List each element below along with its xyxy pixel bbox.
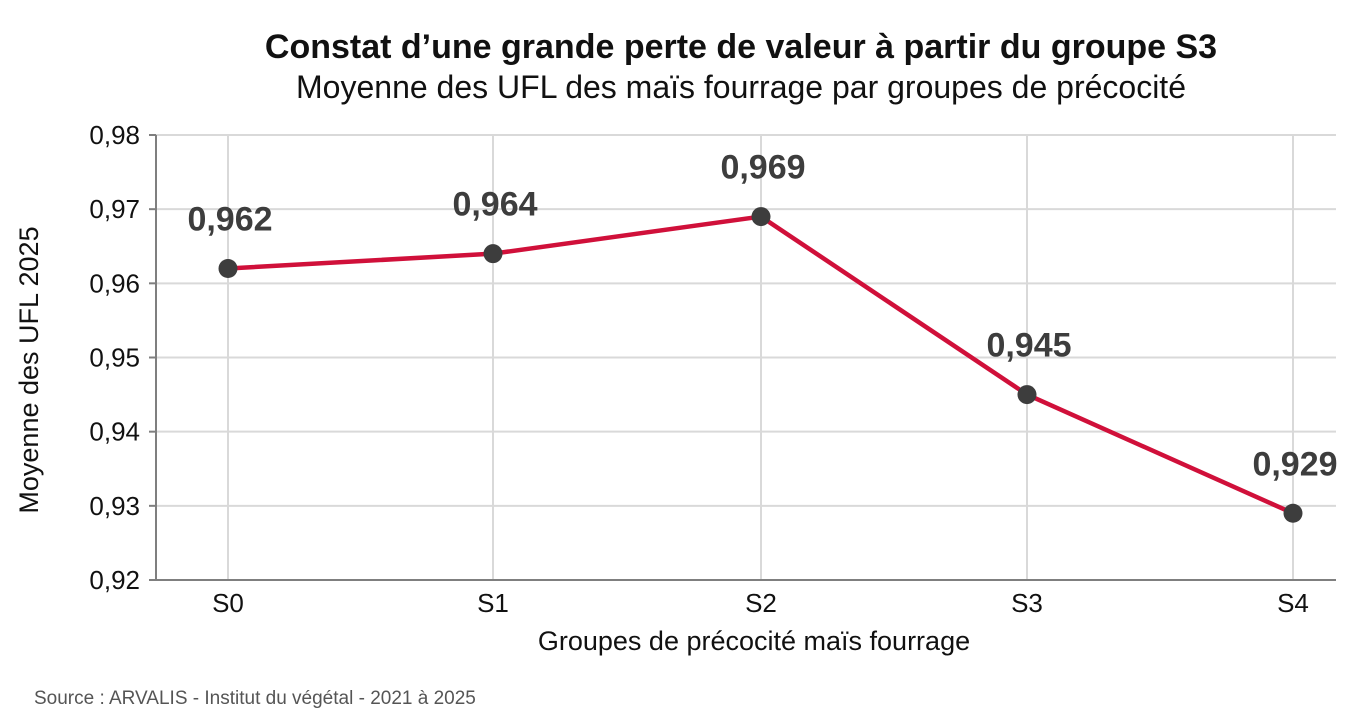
data-label: 0,964: [452, 186, 537, 224]
series-ufl: [218, 207, 1303, 523]
x-tick-label: S1: [477, 588, 509, 618]
source-note: Source : ARVALIS - Institut du végétal -…: [34, 688, 476, 709]
x-tick-label: S0: [212, 588, 244, 618]
gridlines: [156, 134, 1336, 580]
data-point: [218, 259, 238, 278]
data-point: [483, 244, 503, 264]
data-point: [1283, 503, 1303, 523]
y-tick-label: 0,95: [89, 343, 140, 373]
y-tick-label: 0,94: [89, 417, 140, 447]
data-label: 0,945: [986, 327, 1071, 365]
data-label: 0,962: [187, 201, 272, 239]
data-point: [1017, 385, 1037, 405]
y-tick-label: 0,92: [89, 565, 140, 595]
data-label: 0,929: [1252, 445, 1337, 483]
y-tick-label: 0,97: [89, 194, 140, 224]
chart-title: Constat d’une grande perte de valeur à p…: [265, 28, 1217, 66]
x-tick-label: S3: [1011, 588, 1043, 618]
axes: [149, 134, 1336, 581]
y-tick-labels: 0,92 0,93 0,94 0,95 0,96 0,97 0,98: [89, 120, 140, 595]
x-tick-label: S4: [1277, 588, 1309, 618]
y-tick-label: 0,98: [89, 120, 140, 150]
x-tick-label: S2: [745, 588, 777, 618]
y-tick-label: 0,96: [89, 268, 140, 298]
data-label: 0,969: [720, 149, 805, 187]
x-axis-label: Groupes de précocité maïs fourrage: [538, 626, 970, 656]
chart-subtitle: Moyenne des UFL des maïs fourrage par gr…: [296, 69, 1186, 105]
x-tick-labels: S0 S1 S2 S3 S4: [212, 588, 1309, 618]
data-point: [751, 207, 771, 227]
y-tick-label: 0,93: [89, 491, 140, 521]
y-axis-label: Moyenne des UFL 2025: [14, 226, 44, 513]
data-labels: 0,962 0,964 0,969 0,945 0,929: [187, 149, 1337, 484]
